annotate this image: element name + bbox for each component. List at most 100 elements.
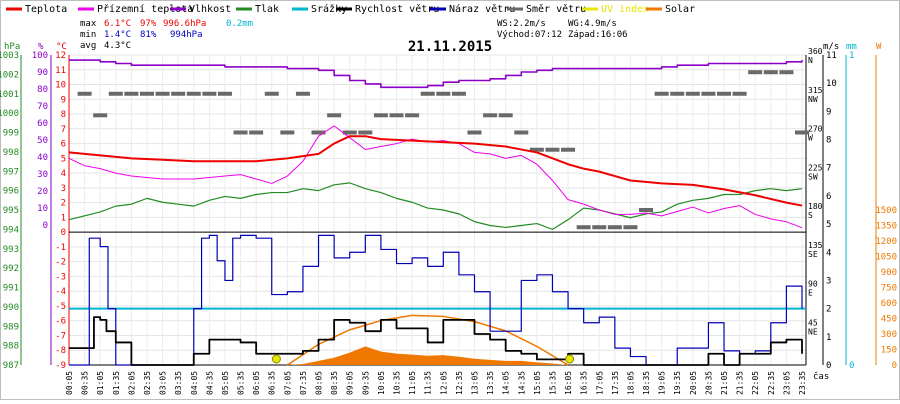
y-tick-temp: 7 xyxy=(61,125,66,135)
y-tick-watt: 1350 xyxy=(875,222,897,232)
dir-mark xyxy=(654,91,669,96)
y-tick-temp: -7 xyxy=(55,331,66,341)
y-tick-dir-label: NE xyxy=(808,327,818,336)
y-tick-temp: 5 xyxy=(61,154,66,164)
x-tick-label: 05:35 xyxy=(237,371,246,395)
y-tick-dir: 90 xyxy=(808,280,818,289)
x-tick-label: 23:35 xyxy=(798,371,807,395)
x-tick-label: 11:35 xyxy=(424,371,433,395)
dir-mark xyxy=(124,91,139,96)
y-tick-hpa: 990 xyxy=(3,303,19,313)
dir-mark xyxy=(139,91,154,96)
stats-avg-temp: 4.3°C xyxy=(104,41,131,51)
y-tick-ms: 7 xyxy=(826,164,831,174)
y-tick-ms: 9 xyxy=(826,107,831,117)
unit-mm: mm xyxy=(846,42,857,52)
dir-mark xyxy=(639,208,654,212)
y-tick-watt: 900 xyxy=(881,268,897,278)
dir-mark xyxy=(217,91,232,96)
y-tick-watt: 1050 xyxy=(875,253,897,263)
x-tick-label: 13:05 xyxy=(470,371,479,395)
x-tick-label: 01:35 xyxy=(112,371,121,395)
y-tick-dir: 315 xyxy=(808,86,823,95)
y-tick-hum: 0 xyxy=(43,221,48,231)
dir-mark xyxy=(732,91,747,96)
y-tick-dir: 225 xyxy=(808,163,823,172)
legend-label-dir: Směr větru xyxy=(526,3,586,15)
y-tick-hum: 50 xyxy=(37,136,48,146)
legend-label-wind: Rychlost větru xyxy=(355,3,439,15)
dir-mark xyxy=(467,130,482,135)
y-tick-hpa: 988 xyxy=(3,342,19,352)
dir-mark xyxy=(545,147,560,152)
x-tick-label: 06:35 xyxy=(268,371,277,395)
dir-mark xyxy=(576,225,591,230)
y-tick-temp: 1 xyxy=(61,213,66,223)
y-tick-temp: 10 xyxy=(55,81,66,91)
hum-line xyxy=(69,59,803,89)
legend-label-rain: Srážky xyxy=(311,3,347,15)
x-tick-label: 00:35 xyxy=(81,371,90,395)
x-tick-label: 01:05 xyxy=(96,371,105,395)
dir-mark xyxy=(420,91,435,96)
dir-mark xyxy=(717,91,732,96)
dir-mark xyxy=(108,91,123,96)
chart-title: 21.11.2015 xyxy=(408,39,492,55)
info-sunrise: Východ:07:12 xyxy=(497,30,562,40)
y-tick-hum: 20 xyxy=(37,187,48,197)
grid xyxy=(68,54,806,366)
y-tick-hum: 70 xyxy=(37,102,48,112)
x-tick-label: 03:05 xyxy=(159,371,168,395)
info-wg: WG:4.9m/s xyxy=(568,19,617,29)
tick-labels: 1003100210011000999998997996995994993992… xyxy=(0,47,897,395)
x-tick-label: 13:35 xyxy=(486,371,495,395)
y-tick-hpa: 989 xyxy=(3,322,19,332)
y-tick-hpa: 997 xyxy=(3,167,19,177)
y-tick-ms: 1 xyxy=(826,333,831,343)
stats-max-label: max xyxy=(80,19,97,29)
info-ws: WS:2.2m/s xyxy=(497,19,546,29)
legend-label-solar: Solar xyxy=(665,4,695,15)
y-tick-dir-label: N xyxy=(808,56,813,65)
y-tick-dir-label: SW xyxy=(808,172,818,181)
y-tick-watt: 300 xyxy=(881,330,897,340)
y-tick-ms: 0 xyxy=(826,361,831,371)
y-tick-dir-label: NW xyxy=(808,95,818,104)
x-tick-label: 16:05 xyxy=(564,371,573,395)
y-tick-hpa: 999 xyxy=(3,129,19,139)
dir-mark xyxy=(607,225,622,230)
y-tick-temp: 8 xyxy=(61,110,66,120)
dir-mark xyxy=(358,130,373,135)
legend-label-temp: Teplota xyxy=(25,4,67,15)
stats-min-press: 994hPa xyxy=(170,30,203,40)
dir-mark xyxy=(498,113,513,118)
wind-line xyxy=(69,316,803,366)
legend-label-uv: UV index xyxy=(601,4,649,15)
y-tick-temp: 4 xyxy=(61,169,66,179)
info-block: WS:2.2m/s WG:4.9m/s Východ:07:12 Západ:1… xyxy=(497,19,628,40)
dir-mark xyxy=(389,113,404,118)
y-tick-watt: 450 xyxy=(881,315,897,325)
x-tick-label: 10:05 xyxy=(377,371,386,395)
y-tick-temp: 11 xyxy=(55,66,66,76)
info-sunset: Západ:16:06 xyxy=(568,30,628,40)
y-tick-hpa: 994 xyxy=(3,225,19,235)
y-tick-hum: 40 xyxy=(37,153,48,163)
y-tick-ms: 3 xyxy=(826,276,831,286)
temp-line xyxy=(68,135,803,207)
dir-mark xyxy=(373,113,388,118)
dir-mark xyxy=(685,91,700,96)
x-tick-label: 00:05 xyxy=(65,371,74,395)
legend: Teplota Přízemní teplota Vlhkost Tlak Sr… xyxy=(6,3,695,15)
y-tick-mm: 1 xyxy=(849,51,854,61)
x-tick-label: 15:35 xyxy=(548,371,557,395)
x-tick-label: 15:05 xyxy=(533,371,542,395)
y-tick-watt: 600 xyxy=(881,299,897,309)
series-layer xyxy=(68,59,809,366)
dir-mark xyxy=(701,91,716,96)
y-tick-dir: 360 xyxy=(808,47,823,56)
x-tick-label: 09:35 xyxy=(361,371,370,395)
dir-mark xyxy=(529,147,544,152)
x-tick-label: 22:05 xyxy=(751,371,760,395)
